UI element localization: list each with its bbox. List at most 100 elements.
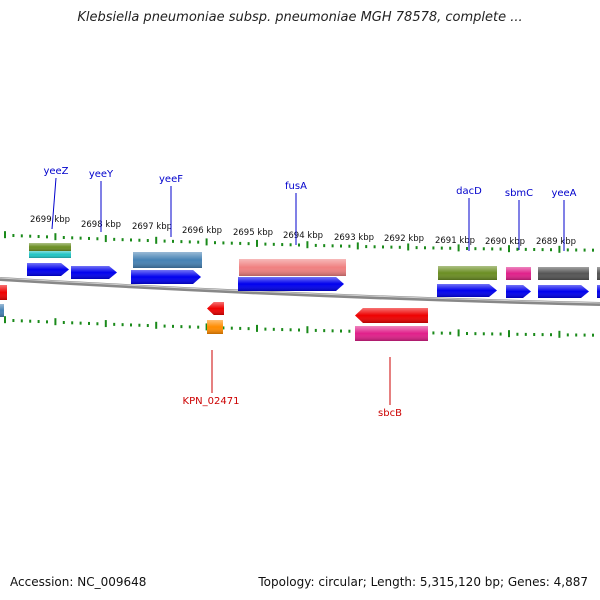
gene-bar[interactable]: [0, 285, 7, 300]
cds-arrow[interactable]: [27, 263, 69, 276]
cds-arrow[interactable]: [597, 285, 600, 298]
tick-mark: [583, 333, 586, 337]
tick-mark: [550, 248, 552, 252]
tick-mark: [205, 238, 208, 246]
tick-mark: [281, 243, 284, 247]
tick-mark: [289, 243, 292, 247]
tick-mark: [247, 242, 250, 246]
gene-label[interactable]: KPN_02471: [183, 396, 240, 407]
gene-bar[interactable]: [29, 251, 71, 258]
tick-mark: [4, 316, 6, 324]
tick-mark: [79, 321, 82, 325]
tick-mark: [499, 247, 502, 251]
gene-bar[interactable]: [239, 259, 346, 276]
tick-mark: [121, 323, 124, 327]
tick-mark: [113, 322, 116, 326]
tick-mark: [130, 238, 132, 242]
gene-label[interactable]: yeeA: [551, 188, 576, 199]
tick-mark: [138, 238, 141, 242]
gene-bar[interactable]: [207, 320, 223, 334]
tick-mark: [382, 245, 384, 249]
kbp-label: 2691 kbp: [435, 236, 475, 246]
kbp-label: 2699 kbp: [30, 215, 70, 225]
tick-mark: [516, 247, 519, 251]
tick-mark: [96, 237, 99, 241]
tick-mark: [256, 324, 258, 332]
feature-track: [0, 243, 600, 341]
tick-mark: [247, 327, 250, 331]
gene-bar[interactable]: [438, 266, 497, 280]
tick-mark: [155, 236, 158, 244]
gene-labels: yeeZ yeeY yeeF fusA dacD sbmC yeeA KPN_02471sbc…: [43, 166, 576, 419]
tick-mark: [533, 333, 536, 337]
tick-mark: [340, 329, 342, 333]
tick-mark: [104, 320, 107, 328]
tick-mark: [214, 241, 216, 245]
tick-mark: [575, 333, 578, 337]
gene-bar[interactable]: [597, 267, 600, 280]
kbp-label: 2697 kbp: [132, 222, 172, 232]
tick-mark: [424, 246, 426, 250]
kbp-label: 2694 kbp: [283, 231, 323, 241]
tick-mark: [256, 239, 258, 247]
tick-mark: [197, 240, 200, 244]
tick-mark: [314, 243, 317, 247]
tick-mark: [306, 326, 309, 334]
gene-label[interactable]: yeeF: [159, 174, 183, 185]
tick-mark: [197, 325, 200, 329]
tick-mark: [466, 332, 468, 336]
gene-bar[interactable]: [133, 252, 202, 268]
gene-label[interactable]: sbcB: [378, 408, 402, 419]
tick-mark: [331, 329, 334, 333]
tick-mark: [583, 248, 586, 252]
tick-mark: [432, 331, 435, 335]
tick-mark: [88, 236, 90, 240]
tick-mark: [146, 324, 149, 328]
tick-mark: [499, 332, 502, 336]
gene-bar[interactable]: [538, 267, 589, 280]
cds-arrow[interactable]: [355, 308, 428, 323]
gene-label[interactable]: yeeZ: [43, 166, 68, 177]
tick-mark: [239, 326, 242, 330]
gene-label[interactable]: yeeY: [89, 169, 114, 180]
tick-mark: [29, 234, 32, 238]
tick-mark: [163, 239, 166, 243]
tick-mark: [390, 245, 393, 249]
cds-arrow[interactable]: [437, 284, 497, 297]
tick-mark: [54, 318, 57, 326]
gene-label[interactable]: sbmC: [505, 188, 533, 199]
cds-arrow[interactable]: [238, 277, 344, 291]
gene-label[interactable]: dacD: [456, 186, 482, 197]
tick-mark: [12, 319, 15, 323]
gene-label[interactable]: fusA: [285, 181, 307, 192]
tick-mark: [4, 231, 6, 239]
tick-mark: [541, 248, 544, 252]
tick-mark: [482, 332, 485, 336]
tick-track: [4, 231, 594, 338]
tick-mark: [440, 331, 443, 335]
kbp-label: 2689 kbp: [536, 237, 576, 247]
kbp-label: 2693 kbp: [334, 233, 374, 243]
cds-arrow[interactable]: [71, 266, 117, 279]
tick-mark: [432, 246, 435, 250]
gene-bar[interactable]: [29, 243, 71, 251]
tick-mark: [230, 241, 233, 245]
gene-bar[interactable]: [355, 326, 428, 341]
cds-arrow[interactable]: [538, 285, 589, 298]
tick-mark: [146, 239, 149, 243]
cds-arrow[interactable]: [506, 285, 531, 298]
cds-arrow[interactable]: [207, 302, 224, 315]
tick-mark: [491, 247, 494, 251]
gene-bar[interactable]: [0, 304, 4, 317]
tick-mark: [440, 246, 443, 250]
cds-arrow[interactable]: [131, 270, 201, 284]
tick-mark: [466, 247, 468, 251]
tick-mark: [230, 326, 233, 330]
tick-mark: [491, 332, 494, 336]
tick-mark: [592, 333, 594, 337]
tick-mark: [508, 330, 510, 338]
gene-bar[interactable]: [506, 267, 531, 280]
kbp-labels: 2699 kbp 2698 kbp 2697 kbp 2696 kbp 2695 kbp…: [30, 215, 576, 247]
tick-mark: [306, 241, 309, 249]
